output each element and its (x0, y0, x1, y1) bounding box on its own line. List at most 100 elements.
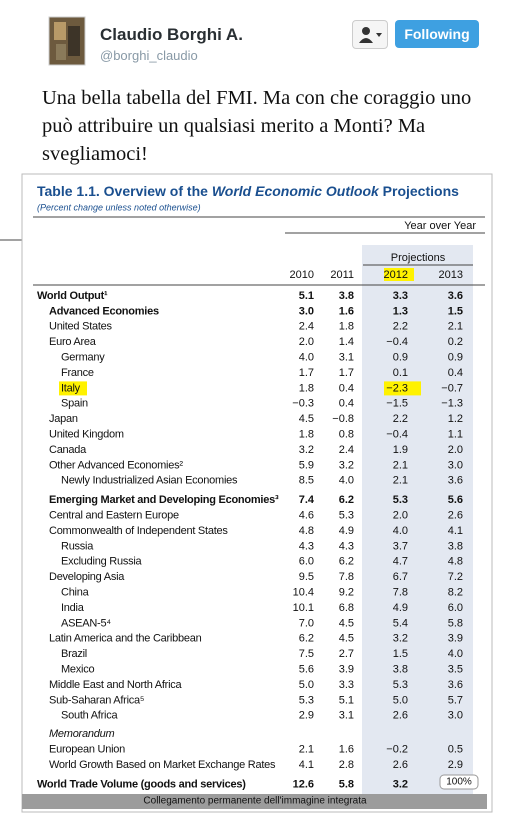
cell-value: 2.4 (299, 321, 314, 333)
title-part: Table 1.1. Overview of the (37, 183, 212, 199)
cell-value: −1.3 (441, 398, 463, 410)
cell-value: 1.6 (339, 305, 354, 317)
row-label: South Africa (61, 710, 118, 722)
title-part: Projections (379, 183, 459, 199)
cell-value: 7.5 (299, 648, 314, 660)
column-year: 2013 (439, 269, 463, 281)
cell-value: 10.4 (293, 587, 314, 599)
row-label: Canada (49, 444, 87, 456)
cell-value: 3.2 (299, 444, 314, 456)
row-label: Italy (61, 382, 81, 394)
cell-value: 1.7 (299, 367, 314, 379)
cell-value: 1.8 (339, 321, 354, 333)
highlight (384, 268, 414, 281)
cell-value: 2.2 (393, 321, 408, 333)
cell-value: 4.0 (339, 475, 354, 487)
cell-value: 5.6 (448, 494, 463, 506)
cell-value: 4.5 (339, 633, 354, 645)
cell-value: −0.8 (332, 413, 354, 425)
cell-value: 4.9 (393, 602, 408, 614)
cell-value: 4.0 (448, 648, 463, 660)
cell-value: 2.0 (299, 336, 314, 348)
cell-value: 3.9 (448, 633, 463, 645)
row-label: World Trade Volume (goods and services) (37, 778, 246, 790)
cell-value: 5.3 (339, 510, 354, 522)
cell-value: 7.2 (448, 571, 463, 583)
cell-value: 2.6 (448, 510, 463, 522)
cell-value: 3.8 (448, 540, 463, 552)
cell-value: 12.6 (293, 778, 314, 790)
cell-value: 3.3 (339, 679, 354, 691)
cell-value: 6.2 (339, 494, 354, 506)
cell-value: 10.1 (293, 602, 314, 614)
cell-value: 1.8 (299, 429, 314, 441)
cell-value: 9.2 (339, 587, 354, 599)
cell-value: 5.9 (299, 459, 314, 471)
user-actions-button[interactable] (352, 20, 388, 49)
cell-value: 2.6 (393, 710, 408, 722)
cell-value: 2.1 (393, 475, 408, 487)
cell-value: 4.6 (299, 510, 314, 522)
cell-value: 0.4 (339, 398, 354, 410)
cell-value: 7.8 (339, 571, 354, 583)
row-label: United States (49, 321, 113, 333)
cell-value: 1.4 (339, 336, 354, 348)
cell-value: 0.4 (448, 367, 463, 379)
table-subtitle: (Percent change unless noted otherwise) (37, 202, 201, 212)
row-label: Euro Area (49, 336, 97, 348)
column-year: 2012 (384, 269, 408, 281)
cell-value: 3.0 (448, 710, 463, 722)
cell-value: 7.4 (299, 494, 315, 506)
footer-link: Collegamento permanente dell'immagine in… (143, 796, 367, 807)
row-label: Germany (61, 352, 105, 364)
cell-value: 2.1 (448, 321, 463, 333)
row-label: Latin America and the Caribbean (49, 633, 202, 645)
cell-value: −0.7 (441, 382, 463, 394)
cell-value: 3.6 (448, 679, 463, 691)
cell-value: 5.3 (299, 694, 314, 706)
cell-value: 6.8 (339, 602, 354, 614)
row-label: India (61, 602, 85, 614)
table-title: Table 1.1. Overview of the World Economi… (37, 183, 459, 199)
cell-value: 9.5 (299, 571, 314, 583)
cell-value: 1.8 (299, 382, 314, 394)
cell-value: −0.2 (386, 744, 408, 756)
highlight (384, 381, 421, 396)
cell-value: 2.4 (339, 444, 354, 456)
cell-value: 4.3 (339, 540, 354, 552)
row-label: Commonwealth of Independent States (49, 525, 228, 537)
row-label: Russia (61, 540, 94, 552)
cell-value: 6.0 (448, 602, 463, 614)
cell-value: 6.2 (299, 633, 314, 645)
cell-value: 5.6 (299, 664, 314, 676)
user-handle[interactable]: @borghi_claudio (100, 48, 198, 63)
cell-value: 1.5 (448, 305, 463, 317)
row-label: ASEAN-5⁴ (61, 617, 111, 629)
cell-value: 4.8 (448, 556, 463, 568)
cell-value: 0.9 (448, 352, 463, 364)
cell-value: 3.8 (339, 290, 354, 302)
column-year: 2010 (290, 269, 314, 281)
user-name[interactable]: Claudio Borghi A. (100, 25, 243, 44)
follow-button[interactable]: Following (395, 20, 479, 48)
cell-value: 5.0 (393, 694, 408, 706)
row-label: Advanced Economies (49, 305, 159, 317)
title-part: World Economic Outlook (212, 183, 380, 199)
cell-value: 1.1 (448, 429, 463, 441)
cell-value: 1.5 (393, 648, 408, 660)
cell-value: 3.8 (393, 664, 408, 676)
cell-value: 1.6 (339, 744, 354, 756)
cell-value: 3.5 (448, 664, 463, 676)
row-label: European Union (49, 744, 125, 756)
row-label: Central and Eastern Europe (49, 510, 179, 522)
cell-value: 3.0 (299, 305, 314, 317)
row-label: Other Advanced Economies² (49, 459, 183, 471)
cell-value: 4.9 (339, 525, 354, 537)
cell-value: 5.3 (393, 679, 408, 691)
cell-value: 4.7 (393, 556, 408, 568)
cell-value: 3.6 (448, 475, 463, 487)
row-label: Emerging Market and Developing Economies… (49, 494, 279, 506)
cell-value: 2.9 (448, 759, 463, 771)
cell-value: 3.0 (448, 459, 463, 471)
cell-value: 3.1 (339, 352, 354, 364)
